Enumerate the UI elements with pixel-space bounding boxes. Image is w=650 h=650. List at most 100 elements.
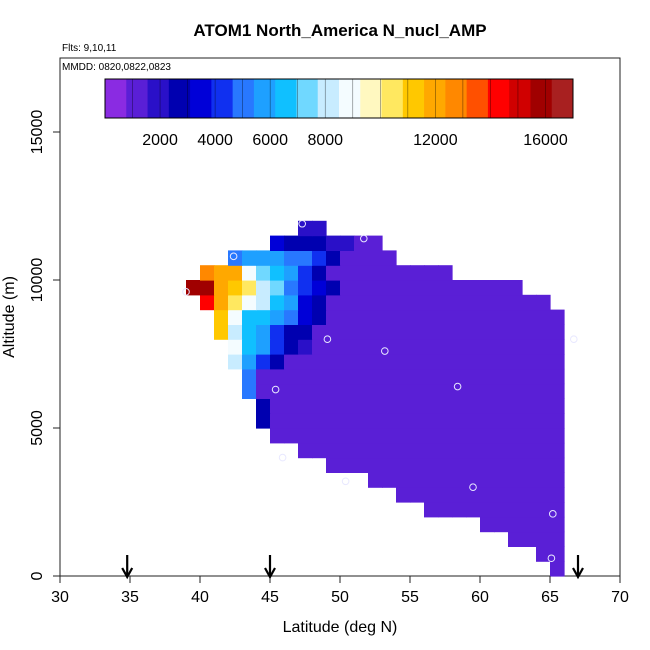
colorbar-tick-label: 2000 xyxy=(142,132,178,149)
heatmap-cell xyxy=(466,413,481,429)
heatmap-cell xyxy=(522,487,537,503)
heatmap-cell xyxy=(242,309,257,325)
heatmap-cell xyxy=(508,531,523,547)
heatmap-cell xyxy=(424,294,439,311)
heatmap-cell xyxy=(410,383,425,399)
heatmap-cell xyxy=(312,220,327,237)
heatmap-cell xyxy=(452,398,467,414)
x-tick-label: 40 xyxy=(191,589,209,606)
heatmap-cell xyxy=(438,280,453,296)
heatmap-cell xyxy=(396,472,411,488)
heatmap-cell xyxy=(494,383,509,399)
flight-point xyxy=(323,335,332,344)
colorbar-swatch xyxy=(126,79,148,118)
heatmap-cell xyxy=(312,442,327,459)
heatmap-cell xyxy=(354,383,369,399)
heatmap-cell xyxy=(256,265,271,281)
heatmap-cell xyxy=(340,250,355,266)
heatmap-cell xyxy=(550,442,565,459)
heatmap-cell xyxy=(270,235,285,251)
heatmap-cell xyxy=(368,472,383,488)
heatmap-cell xyxy=(550,339,565,355)
heatmap-cell xyxy=(494,294,509,311)
heatmap-cell xyxy=(424,309,439,325)
heatmap-cell xyxy=(312,250,327,266)
heatmap-cell xyxy=(298,368,313,385)
heatmap-cell xyxy=(536,413,551,429)
heatmap-cell xyxy=(410,413,425,429)
heatmap-cell xyxy=(270,265,285,281)
heatmap-cell xyxy=(368,383,383,399)
heatmap-cell xyxy=(424,339,439,355)
heatmap-cell xyxy=(480,457,495,473)
heatmap-cell xyxy=(452,502,467,518)
colorbar-swatch xyxy=(530,79,553,118)
heatmap-cell xyxy=(536,368,551,385)
heatmap-cell xyxy=(410,324,425,340)
heatmap-cell xyxy=(368,457,383,473)
heatmap-cell xyxy=(298,250,313,266)
heatmap-cell xyxy=(256,294,271,311)
colorbar-swatch xyxy=(190,79,212,118)
heatmap-cell xyxy=(312,398,327,414)
heatmap-cell xyxy=(508,487,523,503)
heatmap-cell xyxy=(438,354,453,370)
heatmap-cell xyxy=(424,383,439,399)
flight-point xyxy=(229,252,238,261)
heatmap-cell xyxy=(466,398,481,414)
heatmap-cell xyxy=(452,472,467,488)
heatmap-cell xyxy=(396,442,411,459)
heatmap-cell xyxy=(410,294,425,311)
heatmap-cell xyxy=(214,309,229,325)
colorbar-swatch xyxy=(275,79,297,118)
heatmap-cell xyxy=(410,368,425,385)
heatmap-cell xyxy=(298,428,313,444)
heatmap-cell xyxy=(242,339,257,355)
x-tick-label: 70 xyxy=(611,589,629,606)
heatmap-cell xyxy=(424,413,439,429)
heatmap-cell xyxy=(298,383,313,399)
heatmap-cell xyxy=(396,398,411,414)
heatmap-cell xyxy=(284,265,299,281)
heatmap-cell xyxy=(452,428,467,444)
heatmap-cell xyxy=(200,265,215,281)
x-tick-label: 65 xyxy=(541,589,559,606)
heatmap-cell xyxy=(284,294,299,311)
colorbar-swatch xyxy=(445,79,468,118)
heatmap-cell xyxy=(270,383,285,399)
heatmap-cell xyxy=(382,383,397,399)
colorbar-swatch xyxy=(487,79,510,118)
heatmap-cell xyxy=(522,502,537,518)
heatmap-cell xyxy=(284,235,299,251)
heatmap-cell xyxy=(452,294,467,311)
heatmap-cell xyxy=(354,324,369,340)
heatmap-cell xyxy=(508,502,523,518)
heatmap-cell xyxy=(270,339,285,355)
colorbar-swatch xyxy=(211,79,234,118)
heatmap-cell xyxy=(494,487,509,503)
heatmap-cell xyxy=(480,339,495,355)
heatmap-cell xyxy=(466,428,481,444)
heatmap-cell xyxy=(424,368,439,385)
heatmap-cell xyxy=(522,531,537,547)
heatmap-cell xyxy=(438,487,453,503)
heatmap-cell xyxy=(256,250,271,266)
heatmap-cell xyxy=(438,265,453,281)
heatmap-cell xyxy=(550,516,565,533)
heatmap-cell xyxy=(396,413,411,429)
heatmap-cell xyxy=(284,339,299,355)
heatmap-cell xyxy=(550,502,565,518)
heatmap-cell xyxy=(480,324,495,340)
heatmap-cell xyxy=(312,309,327,325)
heatmap-cell xyxy=(368,413,383,429)
heatmap-cell xyxy=(438,428,453,444)
heatmap-cell xyxy=(326,339,341,355)
colorbar-swatch xyxy=(466,79,489,118)
heatmap-cell xyxy=(536,428,551,444)
heatmap-cell xyxy=(536,383,551,399)
heatmap-cell xyxy=(536,309,551,325)
flight-point xyxy=(271,385,280,394)
heatmap-cell xyxy=(466,354,481,370)
heatmap-cell xyxy=(550,413,565,429)
heatmap-cell xyxy=(326,368,341,385)
